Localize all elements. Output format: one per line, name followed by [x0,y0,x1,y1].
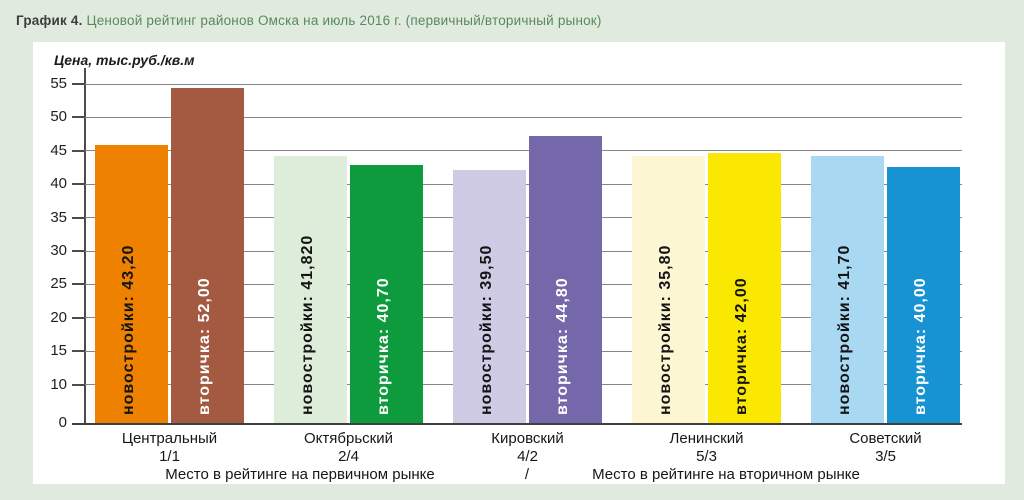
note-secondary-market: Место в рейтинге на вторичном рынке [592,466,860,483]
bar-primary-2: новостройки: 39,50 [453,170,526,423]
x-rank-label: 5/3 [696,448,717,465]
bar-primary-0: новостройки: 43,20 [95,145,168,423]
caption-prefix: График 4. [16,13,83,28]
x-rank-label: 2/4 [338,448,359,465]
x-category-label: Советский [849,430,922,447]
bar-secondary-0: вторичка: 52,00 [171,88,244,423]
bar-secondary-2: вторичка: 44,80 [529,136,602,423]
y-tick [72,350,85,353]
y-tick [72,216,85,219]
x-axis-line [72,423,962,425]
y-tick [72,383,85,386]
y-tick-label: 20 [50,308,67,326]
y-tick-label: 50 [50,108,67,126]
y-tick-label: 10 [50,375,67,393]
y-tick [72,183,85,186]
bar-secondary-1: вторичка: 40,70 [350,165,423,423]
bar-value-label: вторичка: 40,00 [911,277,929,415]
y-tick-label: 45 [50,141,67,159]
y-tick-label: 35 [50,208,67,226]
y-tick [72,250,85,252]
bar-value-label: вторичка: 42,00 [732,277,750,415]
bar-value-label: новостройки: 43,20 [119,244,137,415]
y-tick [72,83,85,85]
y-tick [72,283,85,286]
y-tick-label: 25 [50,275,67,293]
x-category-label: Кировский [491,430,564,447]
caption-title: Ценовой рейтинг районов Омска на июль 20… [86,13,602,28]
y-axis-line [84,68,86,425]
x-rank-label: 4/2 [517,448,538,465]
x-category-label: Ленинский [669,430,744,447]
bar-value-label: вторичка: 52,00 [195,277,213,415]
bar-value-label: новостройки: 39,50 [477,244,495,415]
y-axis-title: Цена, тыс.руб./кв.м [54,52,195,68]
plot-area: 55 50 45 40 35 30 25 20 15 10 0 новостройки: 43,20 н… [50,68,962,431]
x-category-label: Октябрьский [304,430,393,447]
y-tick [72,316,85,319]
y-tick-label: 0 [58,414,67,431]
note-separator: / [524,466,530,483]
bar-value-label: вторичка: 44,80 [553,277,571,415]
x-rank-label: 3/5 [875,448,896,465]
chart-caption: График 4. Ценовой рейтинг районов Омска … [16,13,602,28]
y-tick-label: 40 [50,175,67,193]
gridline [85,116,962,118]
y-tick-label: 30 [50,242,67,259]
bar-primary-4: новостройки: 41,70 [811,156,884,423]
bar-secondary-3: вторичка: 42,00 [708,153,781,423]
bar-value-label: новостройки: 41,820 [298,234,316,415]
x-category-label: Центральный [121,430,218,447]
bar-value-label: вторичка: 40,70 [374,277,392,415]
gridline [85,150,962,152]
y-tick-label: 55 [50,75,67,92]
y-tick [72,116,85,119]
chart-panel: Цена, тыс.руб./кв.м 55 50 45 40 35 30 25 20 15 10… [33,42,1005,484]
note-primary-market: Место в рейтинге на первичном рынке [165,466,435,483]
bar-primary-3: новостройки: 35,80 [632,156,705,423]
y-tick-label: 15 [50,342,67,360]
x-rank-label: 1/1 [159,448,180,465]
bar-primary-1: новостройки: 41,820 [274,156,347,423]
gridline [85,83,962,85]
bar-value-label: новостройки: 35,80 [656,244,674,415]
y-tick [72,149,85,152]
bar-value-label: новостройки: 41,70 [835,244,853,415]
bar-secondary-4: вторичка: 40,00 [887,167,960,423]
